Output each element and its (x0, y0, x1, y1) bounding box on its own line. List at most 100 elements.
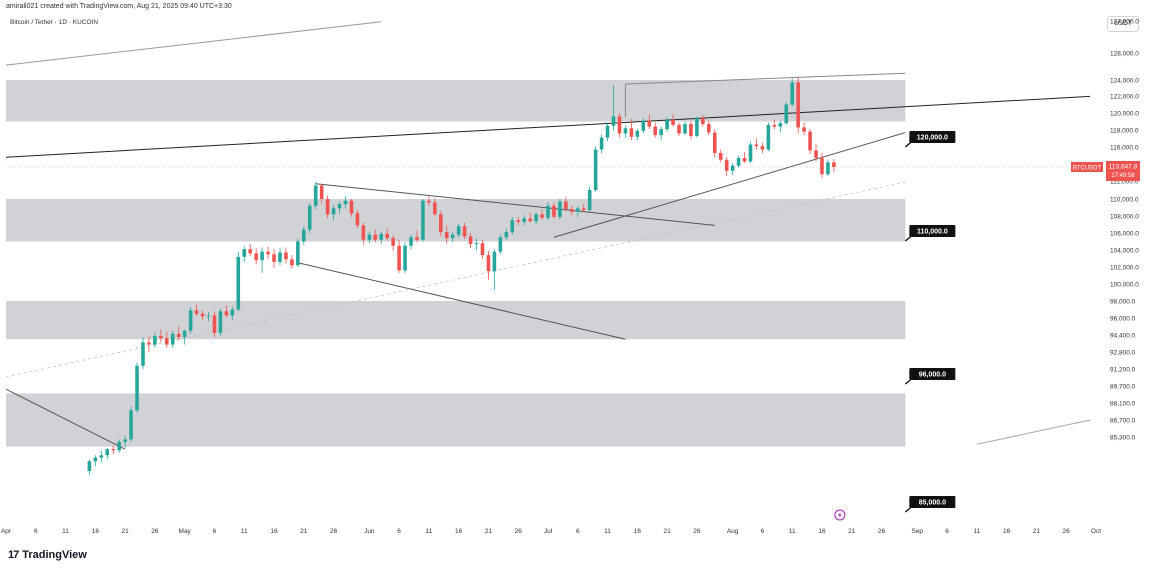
candle-body (528, 218, 532, 222)
candle-body (671, 119, 675, 125)
candle-body (421, 200, 425, 240)
candle-body (218, 311, 223, 333)
candle-body (200, 313, 205, 317)
candle-body (540, 214, 544, 218)
time-axis: Apr 6 11 16 21 26 May 6 11 16 21 26 Jun 6 11 16 21 26 Jul 6… (1, 528, 1101, 535)
candle-body (629, 128, 634, 137)
x-tick-label: 26 (1063, 528, 1071, 535)
candle-body (641, 120, 646, 131)
candle-body (93, 457, 98, 462)
candle-body (498, 237, 503, 252)
candle-body (99, 455, 104, 458)
candle-body (367, 234, 372, 240)
candle-body (296, 241, 300, 266)
candle-body (808, 131, 812, 151)
candle-body (415, 237, 419, 240)
candle-body (558, 201, 562, 217)
zone-callout-label: 96,000.0 (919, 372, 946, 379)
candle-body (832, 162, 836, 167)
candle-body (468, 236, 473, 245)
candle-body (87, 461, 92, 471)
x-tick-label: 6 (761, 528, 765, 535)
x-tick-label: 6 (397, 528, 401, 535)
candle-body (248, 249, 252, 254)
candle-body (307, 205, 312, 230)
x-tick-label: 21 (664, 528, 672, 535)
y-tick-label: 116,000.0 (1110, 145, 1139, 152)
candle-body (659, 129, 663, 136)
trendline-6 (6, 388, 126, 450)
candle-body (182, 330, 187, 338)
candle-body (522, 218, 526, 222)
last-price-countdown: 17:49:58 (1111, 173, 1135, 179)
candle-body (480, 243, 485, 256)
y-tick-label: 137,000.0 (1110, 19, 1139, 26)
candle-body (677, 124, 681, 134)
x-tick-label: 6 (576, 528, 580, 535)
candle-body (635, 130, 640, 137)
currency-badge[interactable]: USDT (1107, 16, 1139, 32)
candle-body (117, 441, 121, 451)
candle-body (695, 118, 699, 136)
chart-credit: amirali021 created with TradingView.com,… (6, 3, 232, 10)
tradingview-logo[interactable]: 17 TradingView (8, 549, 87, 561)
candle-body (534, 214, 538, 222)
support-resistance-zones (6, 80, 906, 447)
candle-body (391, 238, 395, 246)
x-tick-label: 16 (455, 528, 463, 535)
zone-callout-label: 85,000.0 (919, 500, 946, 507)
trendline-5 (297, 262, 626, 340)
y-tick-label: 102,000.0 (1110, 265, 1139, 272)
candle-body (784, 104, 789, 124)
candle-body (444, 232, 449, 239)
y-tick-label: 88,100.0 (1110, 401, 1136, 408)
candle-body (742, 158, 747, 162)
x-tick-label: 21 (1033, 528, 1041, 535)
candle-body (170, 333, 175, 345)
y-tick-label: 89,700.0 (1110, 384, 1136, 391)
x-tick-label: 26 (330, 528, 338, 535)
x-tick-label: 11 (241, 528, 248, 535)
candle-body (373, 234, 378, 240)
y-tick-label: 110,000.0 (1110, 197, 1139, 204)
candle-body (129, 410, 133, 440)
candle-body (427, 200, 431, 203)
x-tick-label: 11 (604, 528, 611, 535)
lightning-icon (837, 512, 842, 518)
zone-callout-box (909, 225, 956, 237)
symbol-title[interactable]: Bitcoin / Tether · 1D · KUCOIN (10, 19, 99, 26)
x-tick-label: 16 (270, 528, 278, 535)
candle-body (724, 159, 729, 171)
candle-body (712, 132, 717, 153)
candle-body (349, 200, 354, 214)
y-tick-label: 108,000.0 (1110, 214, 1139, 221)
candle-body (754, 144, 759, 147)
candle-body (593, 149, 598, 190)
candle-body (653, 126, 657, 136)
y-tick-label: 86,700.0 (1110, 418, 1136, 425)
y-tick-label: 104,000.0 (1110, 248, 1139, 255)
candle-body (165, 338, 169, 345)
candle-body (153, 336, 157, 345)
candle-body (617, 116, 622, 134)
x-tick-label: 11 (973, 528, 980, 535)
y-tick-label: 91,200.0 (1110, 367, 1136, 374)
candle-body (575, 208, 580, 212)
candle-body (492, 251, 497, 272)
candle-body (242, 249, 247, 257)
candle-body (599, 137, 604, 150)
candle-body (302, 229, 306, 242)
zone-callout-box (909, 496, 956, 508)
y-tick-label: 118,000.0 (1110, 128, 1139, 135)
trendline-7 (625, 72, 906, 85)
zone-labels: 120,000.0 110,000.0 96,000.0 85,000.0 (904, 131, 956, 513)
x-tick-label: 11 (62, 528, 69, 535)
candle-body (552, 205, 556, 217)
candle-body (230, 309, 235, 316)
candle-body (123, 439, 127, 442)
x-tick-label: 6 (34, 528, 38, 535)
y-tick-label: 85,300.0 (1110, 435, 1136, 442)
x-tick-label: 11 (426, 528, 433, 535)
candle-body (516, 220, 521, 222)
